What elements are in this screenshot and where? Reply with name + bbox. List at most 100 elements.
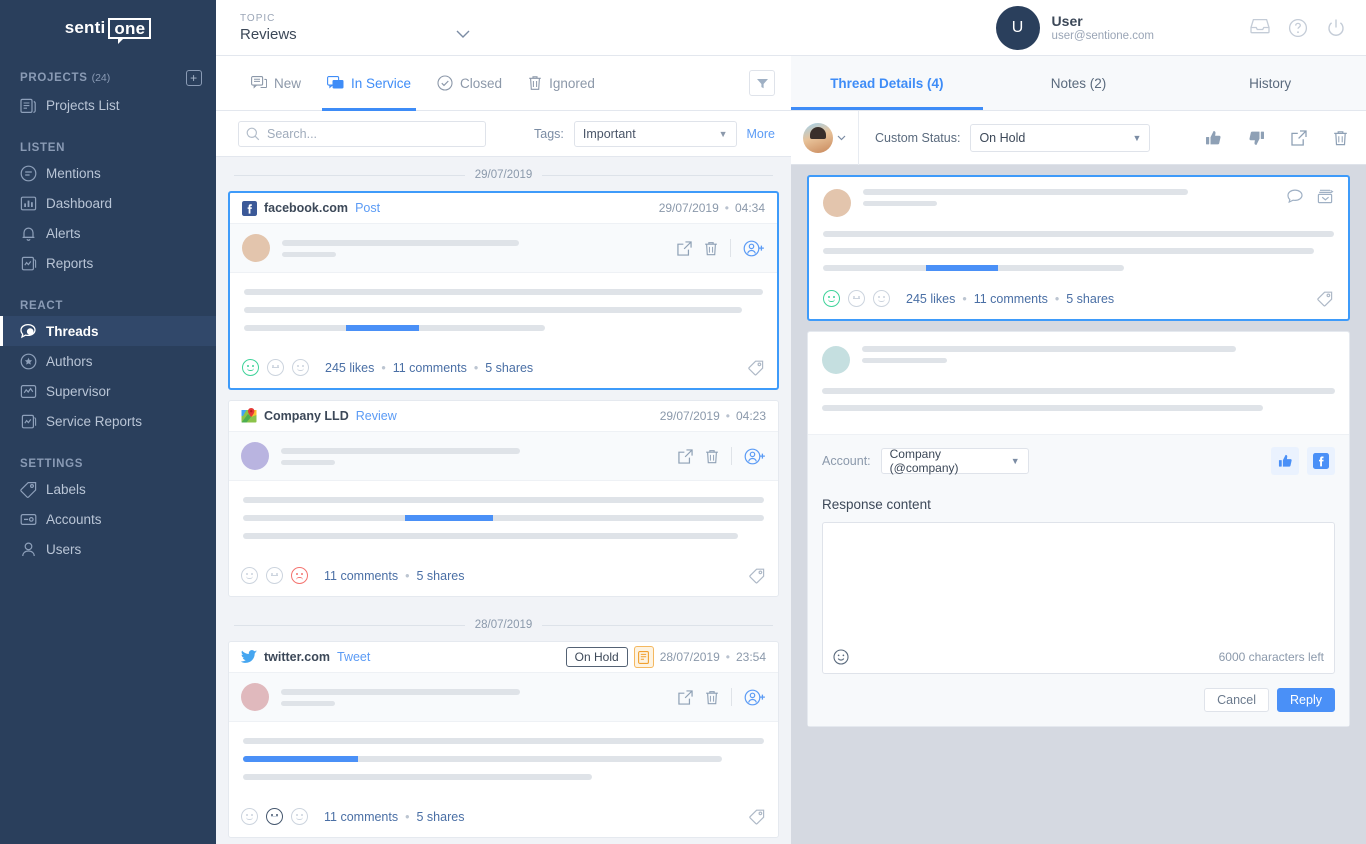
sentiment-positive-icon[interactable] <box>241 808 258 825</box>
sentiment-negative-icon[interactable] <box>291 808 308 825</box>
tags-select[interactable]: Important ▼ <box>573 120 737 147</box>
shares-count[interactable]: 5 shares <box>485 360 534 375</box>
comments-count[interactable]: 11 comments <box>973 291 1048 306</box>
sentiment-positive-icon[interactable] <box>242 359 259 376</box>
comment-icon[interactable] <box>1287 189 1303 204</box>
thumbs-down-icon[interactable] <box>1248 130 1265 146</box>
dashboard-icon <box>20 195 46 212</box>
sidebar-item-users[interactable]: Users <box>0 534 216 564</box>
thread-card[interactable]: Company LLD Review 29/07/2019 • 04:23 11 comm… <box>228 400 779 597</box>
thumbs-up-icon[interactable] <box>1271 447 1299 475</box>
facebook-icon[interactable] <box>1307 447 1335 475</box>
sidebar-item-supervisor[interactable]: Supervisor <box>0 376 216 406</box>
tab-new[interactable]: New <box>238 56 314 111</box>
user-info[interactable]: User user@sentione.com <box>1052 13 1154 42</box>
assignee-selector[interactable] <box>803 110 859 165</box>
tag-icon[interactable] <box>1317 291 1334 307</box>
author-placeholder <box>863 189 1275 206</box>
shares-count[interactable]: 5 shares <box>416 568 465 583</box>
comments-count[interactable]: 11 comments <box>324 809 399 824</box>
comments-count[interactable]: 11 comments <box>392 360 467 375</box>
detail-column: U User user@sentione.com Thread Details … <box>791 0 1366 844</box>
account-select[interactable]: Company (@company) ▼ <box>880 447 1029 475</box>
sidebar-item-authors[interactable]: Authors <box>0 346 216 376</box>
sidebar-item-alerts[interactable]: Alerts <box>0 218 216 248</box>
sidebar-item-labels[interactable]: Labels <box>0 474 216 504</box>
cancel-button[interactable]: Cancel <box>1204 688 1270 712</box>
archive-icon[interactable] <box>1317 189 1334 204</box>
response-textarea[interactable]: 6000 characters left <box>822 522 1335 674</box>
sentiment-neutral-icon[interactable] <box>266 567 283 584</box>
sentiment-neutral-icon[interactable] <box>848 290 865 307</box>
tab-history[interactable]: History <box>1249 75 1292 91</box>
open-external-icon[interactable] <box>677 240 692 256</box>
tab-closed[interactable]: Closed <box>424 56 515 111</box>
assign-user-icon[interactable] <box>744 689 766 706</box>
thread-date: 28/07/2019 <box>659 650 720 664</box>
account-label: Account: <box>822 454 871 468</box>
thread-card[interactable]: twitter.com Tweet On Hold 28/07/2019 • 23:54 1… <box>228 641 779 838</box>
tag-icon[interactable] <box>748 360 765 376</box>
trash-icon[interactable] <box>1333 130 1348 146</box>
topic-selector[interactable]: TOPIC Reviews <box>240 13 470 43</box>
help-icon[interactable] <box>1288 18 1308 38</box>
trash-icon[interactable] <box>705 449 719 464</box>
caret-down-icon: ▼ <box>1132 132 1142 143</box>
tab-ignored[interactable]: Ignored <box>515 56 608 111</box>
tab-in-service[interactable]: In Service <box>314 56 424 111</box>
sentiment-positive-icon[interactable] <box>823 290 840 307</box>
more-filters-link[interactable]: More <box>746 126 775 141</box>
sentiment-negative-icon[interactable] <box>292 359 309 376</box>
sidebar-item-dashboard[interactable]: Dashboard <box>0 188 216 218</box>
note-icon[interactable] <box>633 646 654 668</box>
likes-count[interactable]: 245 likes <box>906 291 956 306</box>
custom-status-select[interactable]: On Hold ▼ <box>970 123 1151 152</box>
open-external-icon[interactable] <box>678 448 693 464</box>
thread-type[interactable]: Tweet <box>337 650 371 664</box>
tag-icon[interactable] <box>749 568 766 584</box>
date-separator-label: 29/07/2019 <box>474 169 533 181</box>
sidebar-item-reports[interactable]: Reports <box>0 248 216 278</box>
sentiment-negative-icon[interactable] <box>291 567 308 584</box>
filter-button[interactable] <box>749 70 775 96</box>
characters-left: 6000 characters left <box>1218 650 1324 664</box>
threads-list[interactable]: 29/07/2019 facebook.com Post 29/07/2019 • 04:… <box>216 157 791 844</box>
trash-icon[interactable] <box>704 241 718 256</box>
trash-icon[interactable] <box>705 690 719 705</box>
sidebar-item-threads[interactable]: Threads <box>0 316 216 346</box>
power-icon[interactable] <box>1326 18 1346 38</box>
sidebar-item-projects-list[interactable]: Projects List <box>0 90 216 120</box>
detail-message-card[interactable]: 245 likes • 11 comments • 5 shares <box>807 175 1350 321</box>
search-input[interactable] <box>238 120 486 147</box>
open-external-icon[interactable] <box>678 689 693 705</box>
search-field[interactable] <box>238 120 486 147</box>
emoji-picker-icon[interactable] <box>833 649 849 665</box>
sidebar-item-service-reports[interactable]: Service Reports <box>0 406 216 436</box>
thread-card[interactable]: facebook.com Post 29/07/2019 • 04:34 245 like… <box>228 191 779 390</box>
app-logo[interactable]: senti one <box>0 0 216 56</box>
sidebar-item-mentions[interactable]: Mentions <box>0 158 216 188</box>
assign-user-icon[interactable] <box>743 240 765 257</box>
tab-notes[interactable]: Notes (2) <box>1050 75 1107 91</box>
shares-count[interactable]: 5 shares <box>416 809 465 824</box>
sentiment-negative-icon[interactable] <box>873 290 890 307</box>
sentiment-neutral-icon[interactable] <box>267 359 284 376</box>
assign-user-icon[interactable] <box>744 448 766 465</box>
likes-count[interactable]: 245 likes <box>325 360 375 375</box>
tab-thread-details[interactable]: Thread Details (4) <box>791 56 983 110</box>
avatar[interactable]: U <box>995 5 1040 50</box>
thread-type[interactable]: Review <box>355 409 397 423</box>
add-project-button[interactable]: + <box>186 70 202 86</box>
sidebar-item-accounts[interactable]: Accounts <box>0 504 216 534</box>
reply-button[interactable]: Reply <box>1277 688 1335 712</box>
tag-icon[interactable] <box>749 809 766 825</box>
sentiment-positive-icon[interactable] <box>241 567 258 584</box>
thread-type[interactable]: Post <box>355 201 381 215</box>
inbox-icon[interactable] <box>1250 18 1270 38</box>
assignee-avatar <box>803 122 833 153</box>
sentiment-neutral-icon[interactable] <box>266 808 283 825</box>
comments-count[interactable]: 11 comments <box>324 568 399 583</box>
shares-count[interactable]: 5 shares <box>1066 291 1115 306</box>
open-external-icon[interactable] <box>1291 129 1307 146</box>
thumbs-up-icon[interactable] <box>1205 130 1222 146</box>
